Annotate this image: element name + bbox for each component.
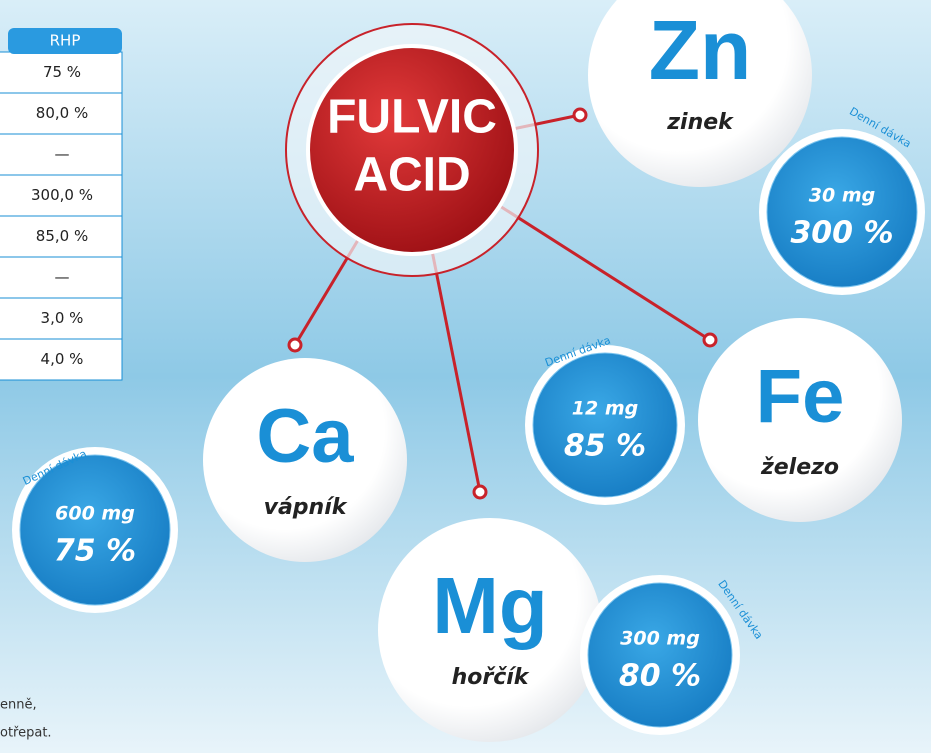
- table-cell: 3,0 %: [41, 309, 84, 327]
- dose-percent: 80 %: [619, 659, 701, 694]
- dose-circle: [588, 583, 732, 727]
- dose-circle: [767, 137, 917, 287]
- dose-amount: 300 mg: [620, 628, 700, 650]
- element-name: vápník: [264, 495, 348, 520]
- dose-amount: 600 mg: [55, 503, 135, 525]
- footer-text: enně,: [0, 698, 37, 713]
- table-cell: —: [55, 268, 70, 286]
- infographic: RHP 75 %80,0 %—300,0 %85,0 %—3,0 %4,0 % …: [0, 0, 931, 753]
- table-cell: 80,0 %: [36, 104, 88, 122]
- element-name: zinek: [666, 110, 734, 135]
- table-cell: 300,0 %: [31, 186, 93, 204]
- center-title: FULVIC: [327, 91, 497, 144]
- dose-percent: 300 %: [790, 216, 893, 251]
- table-cell: 75 %: [43, 63, 81, 81]
- element-symbol: Ca: [256, 394, 354, 479]
- element-symbol: Fe: [756, 354, 845, 439]
- dose-circle: [533, 353, 677, 497]
- table-cell: —: [55, 145, 70, 163]
- dose-percent: 75 %: [54, 534, 136, 569]
- table-cell: 85,0 %: [36, 227, 88, 245]
- element-name: železo: [760, 455, 839, 480]
- dose-percent: 85 %: [564, 429, 646, 464]
- header-text: RHP: [50, 32, 81, 50]
- element-name: hořčík: [452, 665, 530, 690]
- dose-amount: 30 mg: [809, 185, 875, 207]
- table-cell: 4,0 %: [41, 350, 84, 368]
- element-symbol: Mg: [432, 561, 548, 650]
- center-title: ACID: [353, 149, 470, 202]
- table: RHP 75 % 80,0 % — 300,0 % 85,0 % — 3,0 % 4,0 %: [0, 28, 122, 380]
- dose-amount: 12 mg: [572, 398, 638, 420]
- element-symbol: Zn: [649, 3, 752, 97]
- footer-text: otřepat.: [0, 726, 52, 741]
